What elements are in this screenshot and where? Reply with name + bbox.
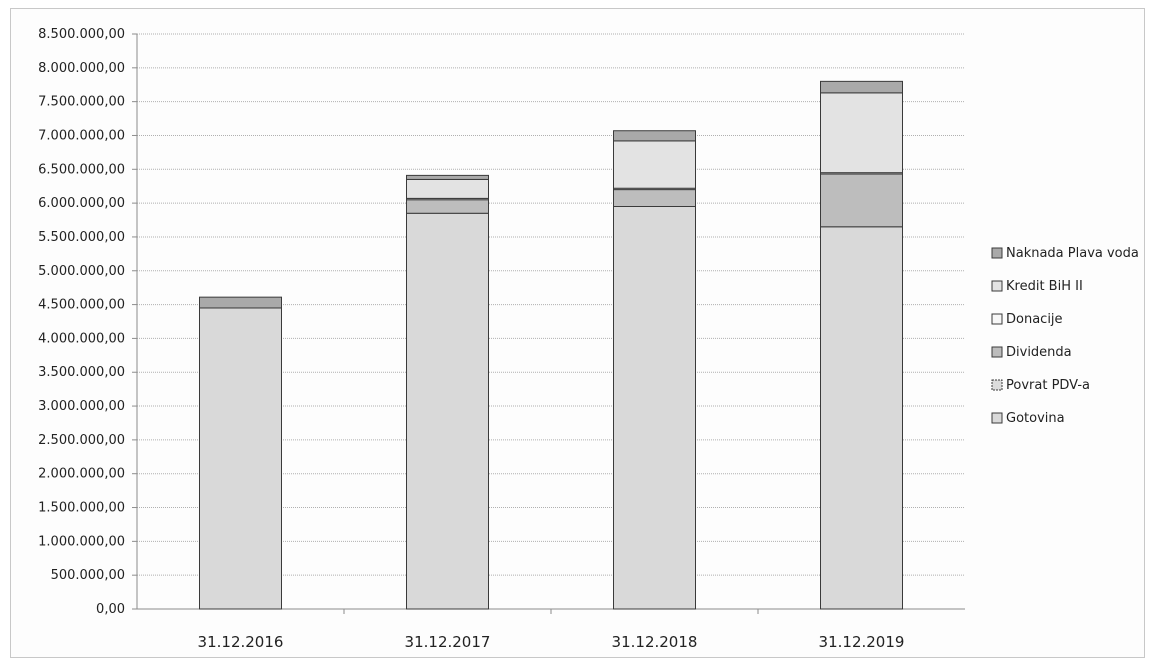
y-tick-label: 5.500.000,00 xyxy=(38,230,125,245)
bar-segment-gotovina xyxy=(406,212,489,610)
y-tick-label: 3.500.000,00 xyxy=(38,365,125,380)
y-tick-label: 6.000.000,00 xyxy=(38,196,125,211)
bar-segment-dividenda xyxy=(406,199,489,214)
bar-segment-kredit-bih-ii xyxy=(820,92,903,174)
y-tick-label: 500.000,00 xyxy=(51,568,125,583)
axes: 0,00 500.000,00 1.000.000,00 1.500.000,00 2.… xyxy=(38,27,904,651)
y-tick-label: 4.500.000,00 xyxy=(38,298,125,313)
bar-segment-naknada-plava-voda xyxy=(613,130,696,142)
x-tick-label: 31.12.2019 xyxy=(819,633,905,651)
legend-swatch xyxy=(991,280,1003,292)
legend-label: Kredit BiH II xyxy=(1006,279,1083,294)
bar-segment-naknada-plava-voda xyxy=(406,174,489,180)
y-tick-label: 5.000.000,00 xyxy=(38,264,125,279)
legend-swatch xyxy=(991,412,1003,424)
y-tick-label: 1.500.000,00 xyxy=(38,501,125,516)
legend: Naknada Plava voda Kredit BiH II Donacije D… xyxy=(991,246,1139,426)
legend-label: Dividenda xyxy=(1006,345,1072,360)
bar-segment-gotovina xyxy=(199,307,282,610)
bar-segment-naknada-plava-voda xyxy=(820,80,903,94)
x-tick-label: 31.12.2018 xyxy=(612,633,698,651)
bar-segment-gotovina xyxy=(820,226,903,610)
y-tick-label: 8.000.000,00 xyxy=(38,61,125,76)
y-tick-label: 2.000.000,00 xyxy=(38,467,125,482)
legend-swatch xyxy=(991,346,1003,358)
legend-label: Gotovina xyxy=(1006,411,1065,426)
y-tick-label: 4.000.000,00 xyxy=(38,331,125,346)
y-tick-label: 1.000.000,00 xyxy=(38,534,125,549)
legend-label: Naknada Plava voda xyxy=(1006,246,1139,261)
bar-segment-kredit-bih-ii xyxy=(406,178,489,199)
legend-swatch xyxy=(991,313,1003,325)
legend-swatch xyxy=(991,247,1003,259)
bars xyxy=(199,80,903,610)
y-tick-label: 0,00 xyxy=(96,602,125,617)
bar-segment-kredit-bih-ii xyxy=(613,140,696,189)
y-tick-label: 7.500.000,00 xyxy=(38,95,125,110)
legend-swatch xyxy=(991,379,1003,391)
y-tick-label: 7.000.000,00 xyxy=(38,128,125,143)
x-tick-label: 31.12.2017 xyxy=(405,633,491,651)
bar-segment-gotovina xyxy=(613,206,696,610)
legend-label: Povrat PDV-a xyxy=(1006,378,1090,393)
y-tick-label: 3.000.000,00 xyxy=(38,399,125,414)
y-tick-label: 8.500.000,00 xyxy=(38,27,125,42)
bar-segment-naknada-plava-voda xyxy=(199,296,282,309)
legend-label: Donacije xyxy=(1006,312,1063,327)
y-tick-label: 2.500.000,00 xyxy=(38,433,125,448)
y-tick-label: 6.500.000,00 xyxy=(38,162,125,177)
bar-segment-dividenda xyxy=(613,189,696,208)
bar-segment-dividenda xyxy=(820,173,903,228)
x-tick-label: 31.12.2016 xyxy=(198,633,284,651)
